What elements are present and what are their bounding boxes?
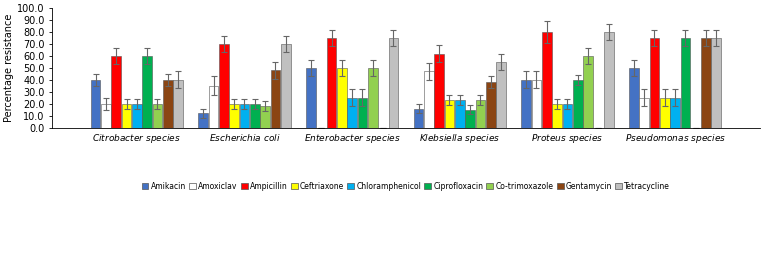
Bar [413,109,423,128]
Bar [670,98,680,128]
Bar [101,104,111,128]
Bar [639,98,649,128]
Bar [219,44,228,128]
Bar [701,38,711,128]
Bar [261,106,270,128]
Bar [327,38,336,128]
Bar [163,80,173,128]
Bar [306,68,316,128]
Bar [250,104,260,128]
Bar [368,68,377,128]
Bar [424,72,434,128]
Bar [209,86,219,128]
Bar [173,80,183,128]
Bar [629,68,639,128]
Bar [649,38,659,128]
Bar [91,80,100,128]
Bar [132,104,141,128]
Bar [681,38,690,128]
Bar [552,104,562,128]
Bar [711,38,721,128]
Bar [434,54,444,128]
Bar [337,68,347,128]
Bar [521,80,531,128]
Bar [153,104,162,128]
Bar [229,104,239,128]
Bar [199,113,208,128]
Bar [445,100,455,128]
Bar [604,32,613,128]
Bar [348,98,357,128]
Bar [486,82,496,128]
Bar [573,80,583,128]
Bar [660,98,669,128]
Bar [562,104,572,128]
Bar [240,104,249,128]
Bar [389,38,398,128]
Bar [121,104,131,128]
Bar [496,62,506,128]
Bar [270,70,280,128]
Bar [465,110,475,128]
Bar [532,80,542,128]
Legend: Amikacin, Amoxiclav, Ampicillin, Ceftriaxone, Chloramphenicol, Ciprofloxacin, Co: Amikacin, Amoxiclav, Ampicillin, Ceftria… [141,182,670,191]
Bar [142,56,152,128]
Y-axis label: Percentage resistance: Percentage resistance [4,14,15,122]
Bar [358,98,367,128]
Bar [475,100,485,128]
Bar [112,56,121,128]
Bar [281,44,290,128]
Bar [455,100,465,128]
Bar [542,32,552,128]
Bar [583,56,593,128]
